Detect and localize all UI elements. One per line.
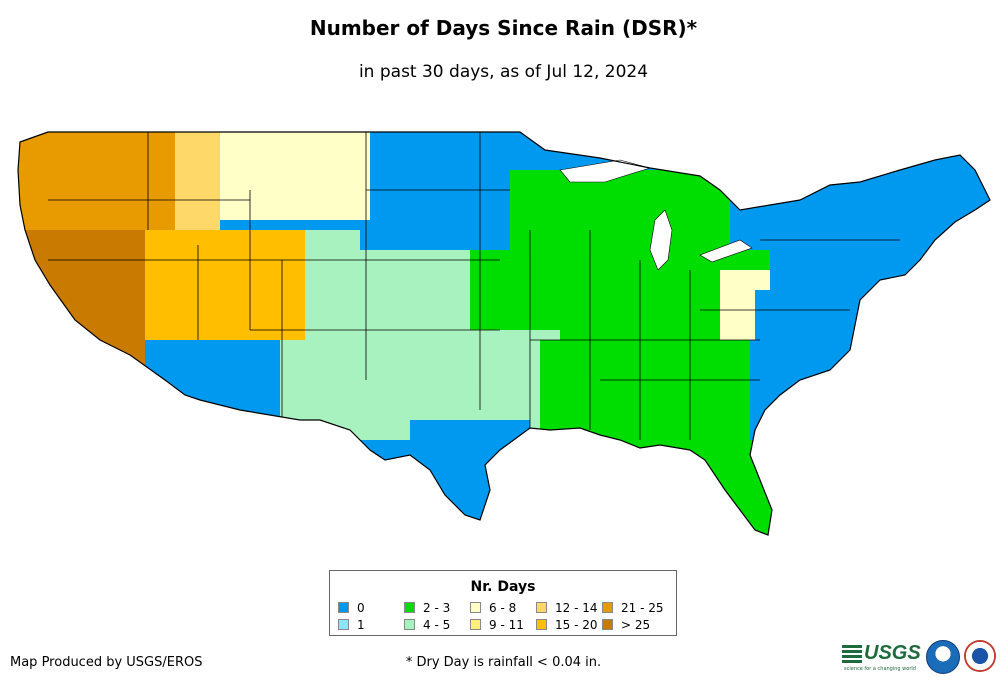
legend-item-6-8: 6 - 8 <box>470 602 516 615</box>
region-northeast <box>770 170 990 290</box>
usgs-waves-icon <box>842 645 862 665</box>
lake-michigan <box>649 209 673 271</box>
map-subtitle: in past 30 days, as of Jul 12, 2024 <box>358 62 649 82</box>
footnote: * Dry Day is rainfall < 0.04 in. <box>405 655 602 670</box>
legend-item-9-11: 9 - 11 <box>470 619 524 632</box>
nws-logo <box>964 640 996 672</box>
legend-item-1: 1 <box>338 619 365 632</box>
legend: Nr. Days 0 1 2 - 3 4 - 5 6 - 8 9 - 11 12… <box>329 570 677 636</box>
us-dsr-map <box>17 131 991 536</box>
legend-item-4-5: 4 - 5 <box>404 619 450 632</box>
region-upper-midwest <box>360 132 510 250</box>
region-atlantic-strip <box>755 290 855 450</box>
state-boundaries <box>48 132 900 440</box>
legend-swatch-15-20 <box>536 619 547 630</box>
map-title: Number of Days Since Rain (DSR)* <box>309 16 698 40</box>
legend-item-2-3: 2 - 3 <box>404 602 450 615</box>
noaa-logo <box>926 640 960 674</box>
legend-swatch-gt-25 <box>602 619 613 630</box>
legend-swatch-2-3 <box>404 602 415 613</box>
lake-erie <box>699 239 753 263</box>
lake-superior <box>559 159 652 183</box>
legend-swatch-0 <box>338 602 349 613</box>
legend-swatch-21-25 <box>602 602 613 613</box>
legend-item-0: 0 <box>338 602 365 615</box>
usgs-logo: USGS science for a changing world <box>842 642 921 672</box>
legend-swatch-1 <box>338 619 349 630</box>
legend-swatch-6-8 <box>470 602 481 613</box>
map-credit: Map Produced by USGS/EROS <box>10 655 203 670</box>
region-pacific-northwest <box>18 132 175 240</box>
legend-item-gt-25: > 25 <box>602 619 650 632</box>
legend-swatch-12-14 <box>536 602 547 613</box>
legend-item-15-20: 15 - 20 <box>536 619 598 632</box>
region-texas-gulf <box>410 420 530 535</box>
legend-swatch-4-5 <box>404 619 415 630</box>
legend-item-12-14: 12 - 14 <box>536 602 598 615</box>
legend-item-21-25: 21 - 25 <box>602 602 664 615</box>
agency-logos: USGS science for a changing world <box>842 638 1002 674</box>
legend-title: Nr. Days <box>470 579 536 595</box>
legend-swatch-9-11 <box>470 619 481 630</box>
